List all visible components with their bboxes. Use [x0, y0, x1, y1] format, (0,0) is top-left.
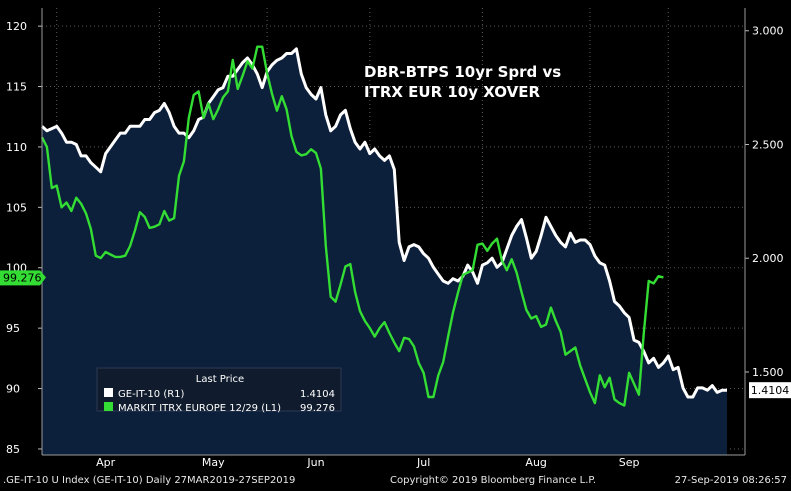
left-axis-tick-label: 85 [6, 443, 20, 456]
x-axis-tick-label: Aug [525, 456, 546, 469]
left-axis-tick-label: 115 [6, 81, 27, 94]
right-axis-tick-label: 2.000 [752, 252, 784, 265]
left-axis-tick-label: 95 [6, 322, 20, 335]
last-value-label-itrx-xover: 99.276 [3, 271, 42, 284]
chart-title-line: DBR-BTPS 10yr Sprd vs [364, 63, 561, 81]
x-axis-label: 2019 [380, 470, 408, 472]
legend-entry-label: MARKIT ITRX EUROPE 12/29 (L1) [118, 403, 281, 414]
spread-area-fill [42, 48, 727, 456]
footer-security-info: .GE-IT-10 U Index (GE-IT-10) Daily 27MAR… [3, 475, 296, 486]
last-value-tag-arrow [40, 270, 46, 286]
legend-swatch [104, 388, 113, 397]
x-axis-tick-label: Jun [306, 456, 324, 469]
right-axis-tick-label: 2.500 [752, 138, 784, 151]
left-axis-tick-label: 110 [6, 141, 27, 154]
x-axis-tick-label: Jul [416, 456, 430, 469]
legend: Last Price GE-IT-10 (R1) 1.4104 MARKIT ITRX… [96, 367, 342, 414]
left-axis-tick-label: 120 [6, 20, 27, 33]
last-value-tag-ge-it-10 [749, 382, 791, 399]
left-axis-tick-label: 105 [6, 201, 27, 214]
series-lines [40, 45, 727, 407]
chart-title-line: ITRX EUR 10y XOVER [364, 83, 540, 101]
legend-entry-value: 1.4104 [300, 389, 335, 400]
chart-title: DBR-BTPS 10yr Sprd vs ITRX EUR 10y XOVER [364, 63, 561, 101]
x-axis-tick-label: Sep [619, 456, 640, 469]
last-value-tag-itrx-xover [0, 270, 40, 286]
legend-swatch [104, 402, 113, 411]
footer-timestamp: 27-Sep-2019 08:26:57 [674, 475, 787, 486]
legend-title: Last Price [196, 374, 244, 385]
series-line-itrx-xover [40, 45, 664, 407]
x-axis-tick-label: May [202, 456, 225, 469]
footer-copyright: Copyright© 2019 Bloomberg Finance L.P. [390, 475, 597, 486]
chart: 8590951001051101151201.5002.0002.5003.00… [0, 8, 791, 472]
right-axis-tick-label: 1.500 [752, 366, 784, 379]
axes: 8590951001051101151201.5002.0002.5003.00… [0, 8, 791, 472]
right-axis-tick-label: 3.000 [752, 25, 784, 38]
series-line-ge-it-10 [40, 47, 727, 399]
legend-entry-value: 99.276 [300, 403, 335, 414]
legend-box [96, 367, 342, 412]
spread-area [42, 48, 727, 456]
footer: .GE-IT-10 U Index (GE-IT-10) Daily 27MAR… [0, 472, 791, 491]
legend-entry-label: GE-IT-10 (R1) [118, 389, 185, 400]
x-axis-tick-label: Apr [96, 456, 116, 469]
last-value-label-ge-it-10: 1.4104 [751, 384, 790, 397]
left-axis-tick-label: 90 [6, 383, 20, 396]
